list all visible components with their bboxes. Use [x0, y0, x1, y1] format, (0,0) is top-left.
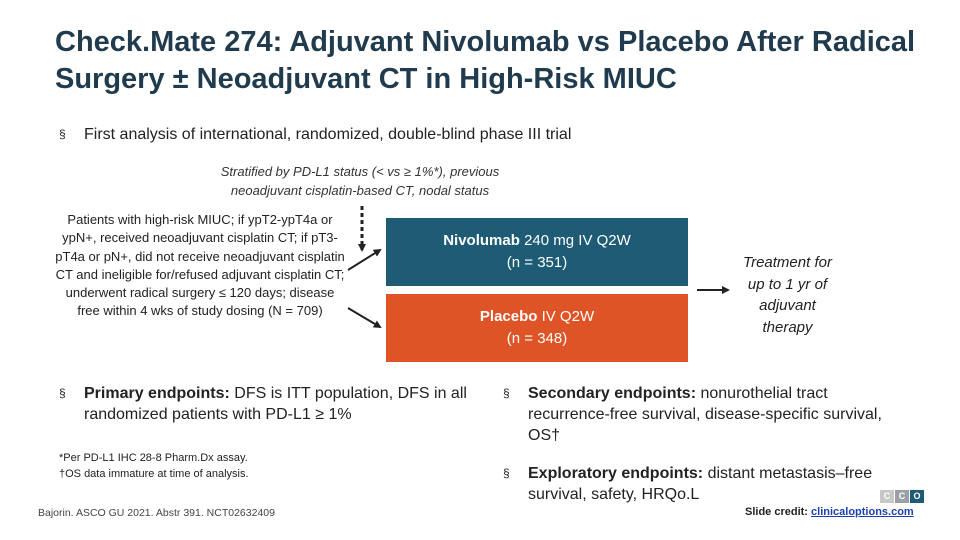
intro-bullet-text: First analysis of international, randomi…: [84, 126, 572, 143]
cco-logo: C C O: [880, 490, 924, 503]
arm-regimen: 240 mg IV Q2W: [519, 232, 631, 249]
arm-regimen: IV Q2W: [537, 308, 595, 325]
logo-letter: O: [910, 490, 924, 503]
logo-letter: C: [895, 490, 909, 503]
bullet-icon: §: [503, 386, 510, 400]
footnotes: *Per PD-L1 IHC 28-8 Pharm.Dx assay. †OS …: [59, 450, 359, 482]
exploratory-endpoints: § Exploratory endpoints: distant metasta…: [503, 463, 903, 505]
citation: Bajorin. ASCO GU 2021. Abstr 391. NCT026…: [38, 507, 275, 519]
primary-label: Primary endpoints:: [84, 385, 230, 402]
intro-bullet: § First analysis of international, rando…: [59, 124, 859, 145]
arm-drug: Nivolumab: [443, 232, 520, 249]
arrow-to-placebo: [347, 307, 382, 329]
bullet-icon: §: [59, 386, 66, 400]
secondary-label: Secondary endpoints:: [528, 385, 697, 402]
credit-label: Slide credit:: [745, 506, 812, 518]
nivolumab-arm-box: Nivolumab 240 mg IV Q2W (n = 351): [386, 218, 688, 286]
primary-text: DFS is ITT population, DFS in all random…: [84, 385, 467, 423]
patient-criteria: Patients with high-risk MIUC; if ypT2-yp…: [55, 212, 345, 319]
stratification-note: Stratified by PD-L1 status (< vs ≥ 1%*),…: [220, 164, 500, 198]
secondary-endpoints: § Secondary endpoints: nonurothelial tra…: [503, 383, 903, 446]
arm-drug: Placebo: [479, 308, 538, 325]
arrow-to-nivolumab: [347, 248, 382, 271]
bullet-icon: §: [503, 466, 510, 480]
primary-endpoints: § Primary endpoints: DFS is ITT populati…: [59, 383, 479, 425]
footnote: †OS data immature at time of analysis.: [59, 468, 249, 480]
footnote: *Per PD-L1 IHC 28-8 Pharm.Dx assay.: [59, 452, 248, 464]
slide-title: Check.Mate 274: Adjuvant Nivolumab vs Pl…: [55, 26, 916, 95]
exploratory-text: distant metastasis–free survival, safety…: [528, 465, 873, 503]
bullet-icon: §: [59, 127, 66, 141]
slide-credit: Slide credit: clinicaloptions.com: [745, 506, 914, 518]
secondary-text: nonurothelial tract recurrence-free surv…: [528, 385, 882, 444]
logo-letter: C: [880, 490, 894, 503]
arm-n: (n = 348): [506, 330, 568, 347]
arm-n: (n = 351): [506, 254, 568, 271]
treatment-duration: Treatment for up to 1 yr of adjuvant the…: [743, 254, 832, 336]
credit-link[interactable]: clinicaloptions.com: [811, 506, 914, 518]
placebo-arm-box: Placebo IV Q2W (n = 348): [386, 294, 688, 362]
exploratory-label: Exploratory endpoints:: [528, 465, 704, 482]
